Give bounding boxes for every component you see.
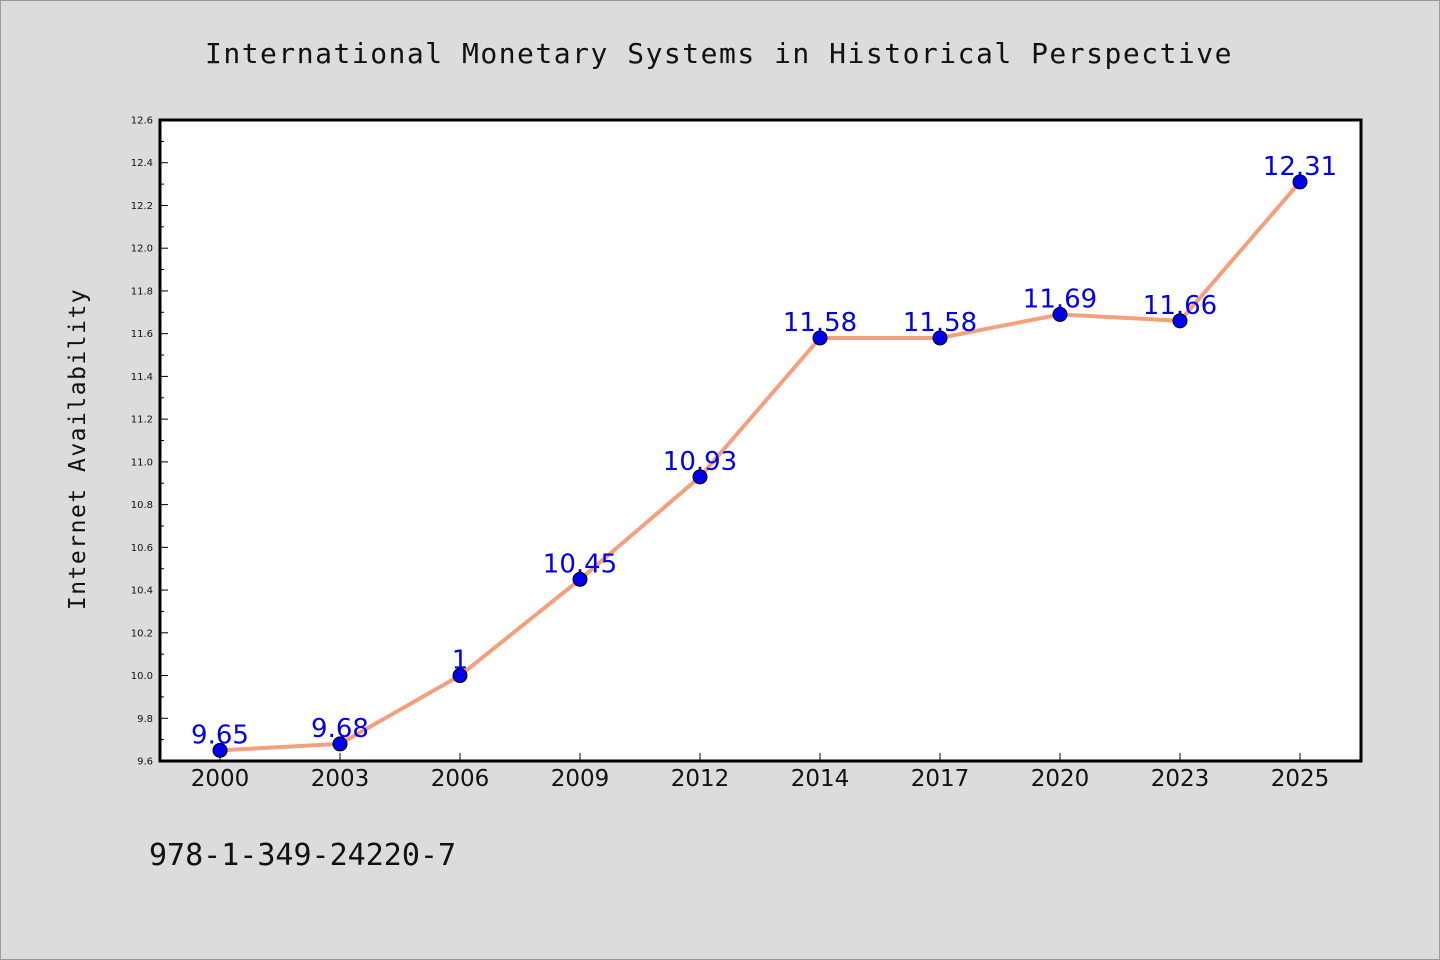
x-tick-label: 2014 — [791, 766, 850, 792]
data-point — [1172, 313, 1188, 329]
data-point — [812, 330, 828, 346]
data-label: 9.65 — [191, 720, 249, 750]
data-label: 11.58 — [903, 308, 977, 338]
data-label: 1 — [452, 646, 469, 676]
data-point — [572, 571, 588, 587]
y-tick-label: 11.8 — [131, 286, 153, 297]
series-line — [218, 179, 1302, 753]
x-tick-label: 2020 — [1031, 766, 1090, 792]
data-label: 11.66 — [1143, 291, 1217, 321]
x-tick-label: 2012 — [671, 766, 730, 792]
data-label: 9.68 — [311, 714, 369, 744]
y-tick-label: 10.4 — [131, 586, 153, 597]
x-tick-label: 2025 — [1271, 766, 1330, 792]
y-tick-label: 12.4 — [131, 158, 153, 169]
data-point — [1052, 306, 1068, 322]
y-axis-label: Internet Availability — [65, 288, 91, 610]
y-tick-label: 10.8 — [131, 500, 153, 511]
data-label: 11.69 — [1023, 284, 1097, 314]
isbn-label: 978-1-349-24220-7 — [149, 838, 456, 873]
data-point — [212, 742, 228, 758]
x-tick-label: 2023 — [1151, 766, 1210, 792]
y-tick-label: 9.6 — [137, 757, 153, 768]
y-tick-label: 10.6 — [131, 543, 153, 554]
y-tick-label: 9.8 — [137, 714, 153, 725]
y-tick-label: 11.4 — [131, 372, 153, 383]
data-label: 10.45 — [543, 549, 617, 579]
x-tick-label: 2000 — [191, 766, 250, 792]
x-tick-label: 2006 — [431, 766, 490, 792]
y-tick-label: 12.6 — [131, 116, 153, 127]
data-point — [452, 668, 468, 684]
x-tick-label: 2003 — [311, 766, 370, 792]
y-tick-label: 11.6 — [131, 329, 153, 340]
x-axis-ticks: 2000 2003 2006 2009 2012 2014 2017 2020 2023 2025 — [191, 753, 1330, 792]
plot-area — [158, 118, 1363, 763]
y-tick-label: 10.2 — [131, 628, 153, 639]
data-point — [932, 330, 948, 346]
chart-title: International Monetary Systems in Histor… — [205, 37, 1233, 70]
y-tick-label: 12.0 — [131, 244, 153, 255]
x-tick-label: 2009 — [551, 766, 610, 792]
series-group: 9.65 9.68 1 10.45 10.93 11.58 11.58 11.69 11.66 1… — [191, 152, 1337, 758]
data-point — [1292, 174, 1308, 190]
y-tick-label: 11.2 — [131, 415, 153, 426]
data-label: 10.93 — [663, 447, 737, 477]
data-label: 11.58 — [783, 308, 857, 338]
data-label: 12.31 — [1263, 152, 1337, 182]
y-tick-label: 12.2 — [131, 201, 153, 212]
y-tick-label: 10.0 — [131, 671, 153, 682]
data-point — [692, 469, 708, 485]
data-point — [332, 736, 348, 752]
x-tick-label: 2017 — [911, 766, 970, 792]
y-tick-label: 11.0 — [131, 457, 153, 468]
y-axis-ticks: 9.6 9.8 10.0 10.2 10.4 10.6 10.8 11.0 11.2 11.4 11… — [131, 116, 168, 768]
